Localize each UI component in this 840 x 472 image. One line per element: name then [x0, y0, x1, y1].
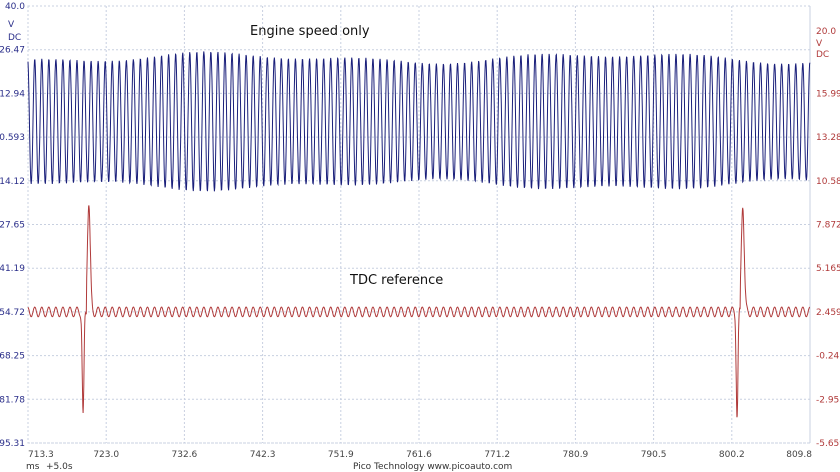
x-tick-label: 723.0	[93, 450, 119, 460]
right-tick-label: 15.99	[816, 89, 840, 99]
x-tick-label: 732.6	[172, 450, 198, 460]
series-engine-speed	[27, 51, 811, 192]
left-tick-label: -41.19	[0, 264, 25, 274]
x-tick-label: 790.5	[641, 450, 667, 460]
left-tick-label: 26.47	[0, 46, 25, 56]
series-label-engine-speed: Engine speed only	[250, 24, 370, 39]
series-tdc-reference	[27, 205, 811, 418]
right-tick-label: -5.659	[816, 439, 840, 449]
right-unit-v: V	[816, 39, 823, 49]
left-tick-label: 12.94	[0, 89, 25, 99]
grid	[27, 5, 811, 444]
x-tick-label: 742.3	[250, 450, 276, 460]
right-top-label: 20.0	[816, 27, 836, 37]
x-tick-label: 771.2	[484, 450, 510, 460]
right-axis: 15.99 13.28 10.58 7.872 5.165 2.459 -0.247 -2.9…	[816, 89, 840, 449]
x-tick-label: 713.3	[28, 450, 54, 460]
footer-credit: Pico Technology www.picoauto.com	[353, 462, 512, 472]
right-unit-dc: DC	[816, 50, 829, 60]
right-tick-label: 10.58	[816, 177, 840, 187]
x-tick-label: 809.8	[786, 450, 812, 460]
left-unit-dc: DC	[8, 33, 21, 43]
x-tick-label: 751.9	[328, 450, 354, 460]
left-tick-label: -0.593	[0, 133, 25, 143]
x-tick-label: 761.6	[406, 450, 432, 460]
left-tick-label: 40.0	[5, 2, 25, 12]
series-label-tdc-reference: TDC reference	[349, 273, 443, 288]
x-unit-label: ms	[26, 462, 40, 472]
right-tick-label: 7.872	[816, 221, 840, 231]
left-axis: 40.0 26.47 12.94 -0.593 -14.12 -27.65 -41.19 -5…	[0, 2, 25, 449]
plot-frame	[27, 5, 811, 444]
right-tick-label: -0.247	[816, 352, 840, 362]
right-tick-label: 13.28	[816, 133, 840, 143]
x-axis: 713.3 723.0 732.6 742.3 751.9 761.6 771.2 780.9…	[28, 450, 812, 460]
left-tick-label: -81.78	[0, 395, 25, 405]
left-tick-label: -14.12	[0, 177, 25, 187]
left-tick-label: -54.72	[0, 308, 25, 318]
right-tick-label: -2.953	[816, 395, 840, 405]
right-tick-label: 2.459	[816, 308, 840, 318]
left-tick-label: -27.65	[0, 221, 25, 231]
x-tick-label: 800.2	[719, 450, 745, 460]
left-tick-label: -68.25	[0, 352, 25, 362]
x-tick-label: 780.9	[563, 450, 589, 460]
left-tick-label: -95.31	[0, 439, 25, 449]
x-offset-label: +5.0s	[46, 462, 73, 472]
left-unit-v: V	[8, 20, 15, 30]
right-tick-label: 5.165	[816, 264, 840, 274]
